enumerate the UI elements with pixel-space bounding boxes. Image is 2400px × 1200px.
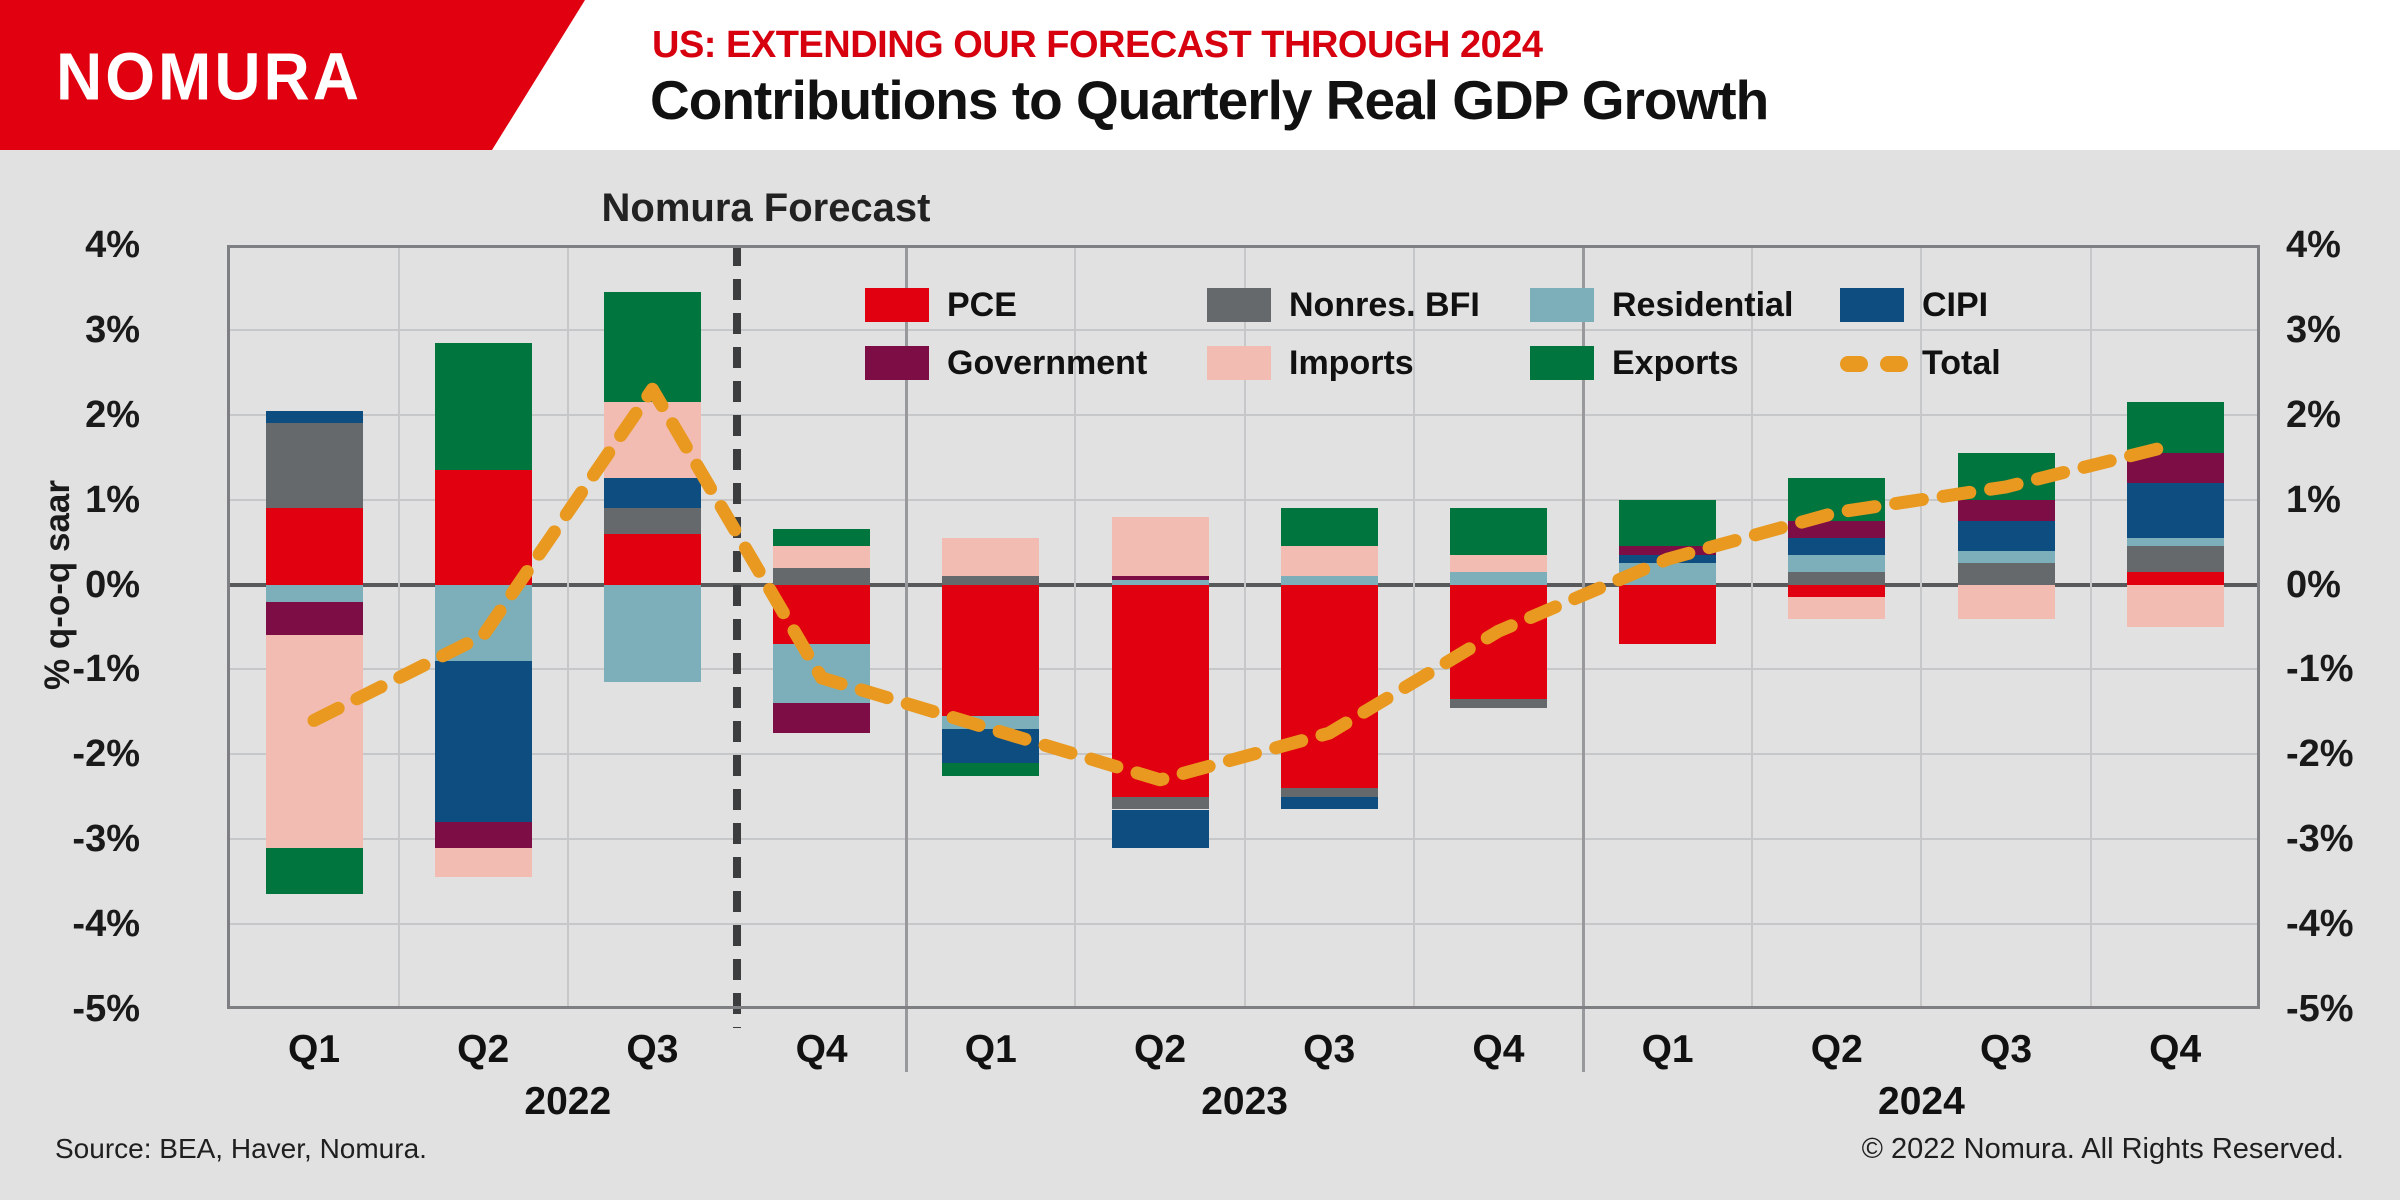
x-label-Q2-2023: Q2 <box>1133 1028 1187 1071</box>
bar-segment-Government-Q2-2022 <box>434 822 532 848</box>
page-title: Contributions to Quarterly Real GDP Grow… <box>650 69 1769 131</box>
x-label-Q1-2022: Q1 <box>287 1028 341 1071</box>
legend-label-Imports: Imports <box>1289 344 1414 382</box>
legend-label-Exports: Exports <box>1612 344 1739 382</box>
legend-label-Total: Total <box>1922 344 2001 382</box>
y-tick-right--1%: -1% <box>2286 648 2354 691</box>
legend-swatch-NonresBFI <box>1207 288 1271 322</box>
y-tick-right-4%: 4% <box>2286 224 2341 266</box>
total-dash-icon <box>1880 356 1908 372</box>
legend-swatch-Exports <box>1530 346 1594 380</box>
gridline-h--3 <box>227 838 2260 841</box>
nomura-red-banner <box>0 0 585 150</box>
bar-segment-CIPI-Q2-2023 <box>1111 809 1209 848</box>
gridline-h--4 <box>227 923 2260 926</box>
legend-swatch-Residential <box>1530 288 1594 322</box>
y-tick-right--4%: -4% <box>2286 903 2354 946</box>
report-subtitle: US: EXTENDING OUR FORECAST THROUGH 2024 <box>652 24 1543 66</box>
y-tick-left-0%: 0% <box>85 563 140 606</box>
bar-segment-CIPI-Q3-2023 <box>1280 796 1378 810</box>
y-tick-right-0%: 0% <box>2286 563 2341 606</box>
y-tick-right--2%: -2% <box>2286 733 2354 776</box>
legend-swatch-Imports <box>1207 346 1271 380</box>
x-label-Q3-2022: Q3 <box>626 1028 679 1071</box>
legend-label-PCE: PCE <box>947 286 1017 324</box>
legend-swatch-PCE <box>865 288 929 322</box>
y-tick-right-3%: 3% <box>2286 308 2341 351</box>
legend-label-Government: Government <box>947 344 1148 382</box>
x-label-Q2-2024: Q2 <box>1810 1028 1863 1071</box>
y-tick-right-2%: 2% <box>2286 393 2341 436</box>
bar-segment-NonresBFI-Q2-2023 <box>1111 796 1209 810</box>
y-tick-right--5%: -5% <box>2286 988 2354 1030</box>
y-tick-left-4%: 4% <box>85 224 140 266</box>
y-tick-left-2%: 2% <box>85 393 140 436</box>
source-note: Source: BEA, Haver, Nomura. <box>55 1133 427 1164</box>
y-tick-right-1%: 1% <box>2286 478 2341 521</box>
legend-swatch-CIPI <box>1840 288 1904 322</box>
header: NOMURA US: EXTENDING OUR FORECAST THROUG… <box>0 0 2400 150</box>
year-label-2022: 2022 <box>524 1080 612 1123</box>
legend-label-CIPI: CIPI <box>1922 286 1989 324</box>
y-tick-left--2%: -2% <box>72 733 140 776</box>
x-label-Q1-2024: Q1 <box>1641 1028 1694 1071</box>
y-tick-left-3%: 3% <box>85 308 140 351</box>
legend-label-NonresBFI: Nonres. BFI <box>1289 286 1480 324</box>
year-label-2023: 2023 <box>1201 1080 1288 1123</box>
y-tick-left--3%: -3% <box>72 818 140 861</box>
total-dash-icon <box>1840 356 1868 372</box>
nomura-logo: NOMURA <box>56 38 362 114</box>
x-label-Q4-2024: Q4 <box>2149 1028 2202 1071</box>
y-axis-title: % q-o-q saar <box>38 479 77 690</box>
plot-frame <box>227 245 2260 1009</box>
y-tick-left--5%: -5% <box>72 988 140 1030</box>
gridline-h-3 <box>227 328 2260 331</box>
year-label-2024: 2024 <box>1878 1080 1965 1123</box>
x-label-Q4-2022: Q4 <box>795 1028 848 1071</box>
copyright-note: © 2022 Nomura. All Rights Reserved. <box>1861 1133 2344 1165</box>
forecast-label: Nomura Forecast <box>601 186 931 230</box>
x-label-Q3-2024: Q3 <box>1979 1028 2033 1071</box>
legend-label-Residential: Residential <box>1612 286 1794 324</box>
y-tick-left--4%: -4% <box>72 903 140 946</box>
bar-segment-Exports-Q1-2022 <box>265 847 363 895</box>
x-label-Q1-2023: Q1 <box>964 1028 1017 1071</box>
x-label-Q3-2023: Q3 <box>1303 1028 1356 1071</box>
x-label-Q2-2022: Q2 <box>457 1028 510 1071</box>
legend-swatch-Government <box>865 346 929 380</box>
bar-segment-NonresBFI-Q3-2023 <box>1280 788 1378 797</box>
bar-segment-Imports-Q2-2022 <box>434 847 532 878</box>
y-tick-right--3%: -3% <box>2286 818 2354 861</box>
x-label-Q4-2023: Q4 <box>1472 1028 1525 1071</box>
y-tick-left--1%: -1% <box>72 648 140 691</box>
y-tick-left-1%: 1% <box>85 478 140 521</box>
